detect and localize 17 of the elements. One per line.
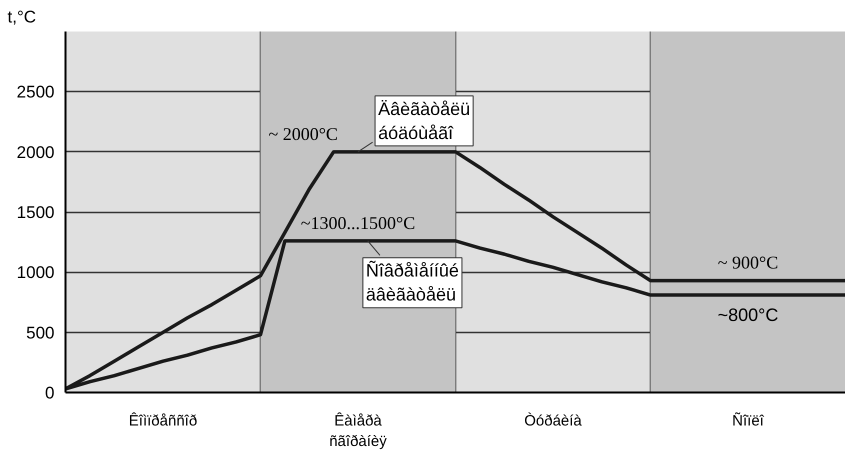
annotation: ~ 900°C bbox=[718, 252, 778, 273]
x-tick-label: Ñîïëî bbox=[732, 412, 765, 430]
y-tick-label: 1500 bbox=[16, 203, 55, 222]
x-tick-label: Êàìåðà ñãîðàíèÿ bbox=[329, 412, 388, 450]
annotation: ~1300...1500°C bbox=[300, 212, 416, 233]
x-tick-label: Òóðáèíà bbox=[524, 412, 582, 430]
y-tick-label: 1000 bbox=[16, 263, 55, 282]
annotation: Ñîâðåìåííûé äâèãàòåëü bbox=[366, 260, 459, 305]
y-tick-label: 0 bbox=[45, 384, 55, 402]
y-tick-label: 500 bbox=[26, 323, 55, 342]
y-tick-label: 2500 bbox=[16, 82, 55, 102]
annotation: ~800°C bbox=[718, 305, 778, 326]
annotation: Äâèãàòåëü áóäóùåãî bbox=[378, 98, 470, 143]
annotation: ~ 2000°C bbox=[268, 124, 338, 144]
y-tick-label: 2000 bbox=[16, 142, 55, 162]
x-tick-label: Êîìïðåññîð bbox=[128, 412, 198, 430]
y-axis-title: t,°C bbox=[8, 8, 36, 26]
